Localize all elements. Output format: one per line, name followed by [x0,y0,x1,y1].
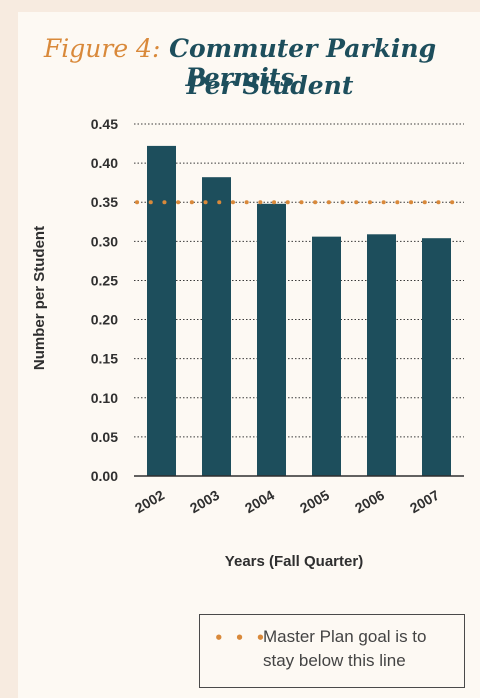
y-tick-label: 0.10 [91,390,118,406]
bar-2006 [367,234,396,476]
y-tick-label: 0.30 [91,233,118,249]
grid-lines [134,123,464,438]
x-tick-label: 2007 [407,487,442,517]
bar-2003 [202,177,231,477]
x-tick-label: 2002 [132,487,167,517]
legend-goal-text: Master Plan goal is to stay below this l… [263,627,427,670]
chart-title-line-1: Figure 4: Commuter Parking Permits [0,34,480,92]
y-tick-labels: 0.00 0.05 0.10 0.15 0.20 0.25 0.30 0.35 0.40 0.45 [91,116,118,484]
x-tick-label: 2004 [242,487,277,517]
x-axis-label: Years (Fall Quarter) [225,553,363,570]
x-tick-label: 2003 [187,487,222,517]
bars [147,145,451,477]
y-tick-label: 0.00 [91,468,118,484]
bar-2007 [422,238,451,476]
bar-2004 [257,203,286,476]
chart-title-line-2: Per Student [186,71,354,100]
chart-panel [18,12,480,698]
y-tick-label: 0.35 [91,194,118,210]
y-tick-label: 0.45 [91,116,118,132]
bar-2005 [312,236,341,476]
y-tick-label: 0.15 [91,351,118,367]
bar-2002 [147,145,176,476]
legend-box: • • • Master Plan goal is to stay below … [199,614,465,688]
legend-goal-marker: • • • [214,629,269,647]
chart-title-text: Commuter Parking Permits [169,34,437,92]
figure-number: Figure 4: [43,34,161,63]
y-tick-label: 0.20 [91,312,118,328]
x-tick-label: 2006 [352,487,387,517]
y-tick-label: 0.40 [91,155,118,171]
x-tick-labels: 2002 2003 2004 2005 2006 2007 [132,487,442,517]
y-axis-label: Number per Student [31,226,48,370]
y-tick-label: 0.05 [91,429,118,445]
x-tick-label: 2005 [297,487,332,517]
y-tick-label: 0.25 [91,272,118,288]
